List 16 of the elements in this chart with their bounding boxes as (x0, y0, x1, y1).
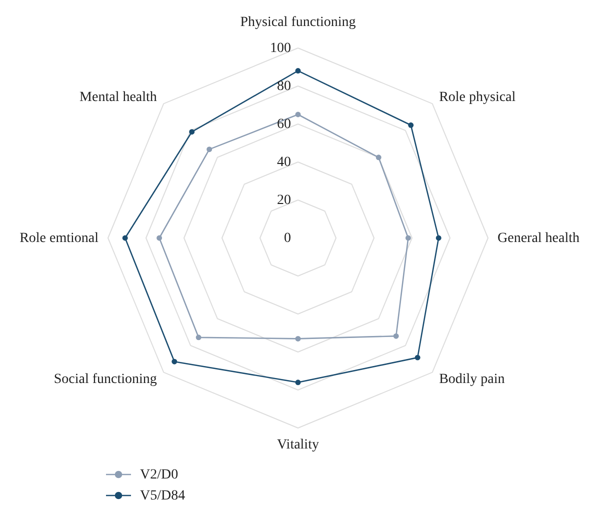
y-tick-label: 80 (277, 79, 291, 94)
y-tick-label: 100 (270, 41, 291, 56)
y-tick-label: 20 (277, 193, 291, 208)
legend-label: V5/D84 (140, 488, 186, 504)
y-tick-label: 60 (277, 117, 291, 132)
spoke-label: Physical functioning (240, 15, 356, 30)
spoke-label: Role emtional (20, 231, 99, 246)
spoke-label: Role physical (439, 90, 516, 105)
spoke-label: Mental health (80, 90, 157, 105)
y-tick-label: 0 (284, 231, 291, 246)
spoke-label: General health (498, 231, 580, 246)
y-tick-label: 40 (277, 155, 291, 170)
spoke-label: Social functioning (54, 372, 157, 388)
spoke-label: Bodily pain (439, 372, 505, 388)
legend-label: V2/D0 (140, 468, 178, 482)
spoke-label: Vitality (277, 438, 319, 452)
